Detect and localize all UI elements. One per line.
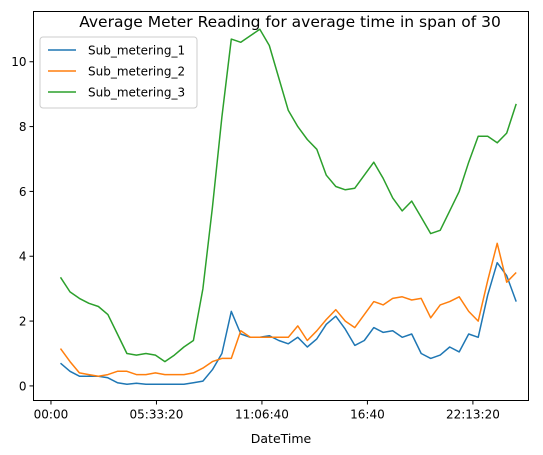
legend-label-0: Sub_metering_1 — [88, 44, 185, 58]
y-tick-label: 6 — [19, 185, 27, 199]
plot-area — [59, 28, 517, 386]
legend-label-2: Sub_metering_3 — [88, 86, 185, 100]
x-axis-label: DateTime — [251, 431, 312, 446]
y-tick-label: 8 — [19, 120, 27, 134]
legend-frame — [39, 36, 198, 109]
series-line-1 — [59, 242, 517, 377]
x-tick-label: 05:33:20 — [130, 408, 184, 422]
legend: Sub_metering_1 Sub_metering_2 Sub_metering… — [39, 36, 198, 109]
y-tick-label: 2 — [19, 315, 27, 329]
x-tick-label: 22:13:20 — [446, 408, 500, 422]
axes: 00:00 05:33:20 11:06:40 16:40 22:13:20 0 2 4 6 8 1… — [11, 55, 500, 421]
y-tick-label: 0 — [19, 379, 27, 393]
y-tick-label: 4 — [19, 250, 27, 264]
legend-label-1: Sub_metering_2 — [88, 65, 185, 79]
chart-title: Average Meter Reading for average time i… — [79, 13, 501, 31]
plot-frame — [33, 11, 529, 401]
x-tick-label: 16:40 — [350, 408, 385, 422]
x-tick-label: 11:06:40 — [235, 408, 289, 422]
x-tick-label: 00:00 — [34, 408, 69, 422]
y-tick-label: 10 — [11, 55, 26, 69]
series-line-2 — [59, 28, 517, 363]
series-line-0 — [60, 261, 517, 386]
